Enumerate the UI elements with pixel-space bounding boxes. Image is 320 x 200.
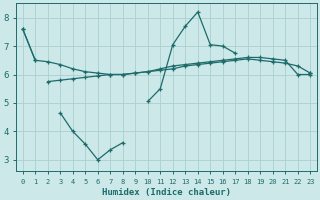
X-axis label: Humidex (Indice chaleur): Humidex (Indice chaleur) [102, 188, 231, 197]
